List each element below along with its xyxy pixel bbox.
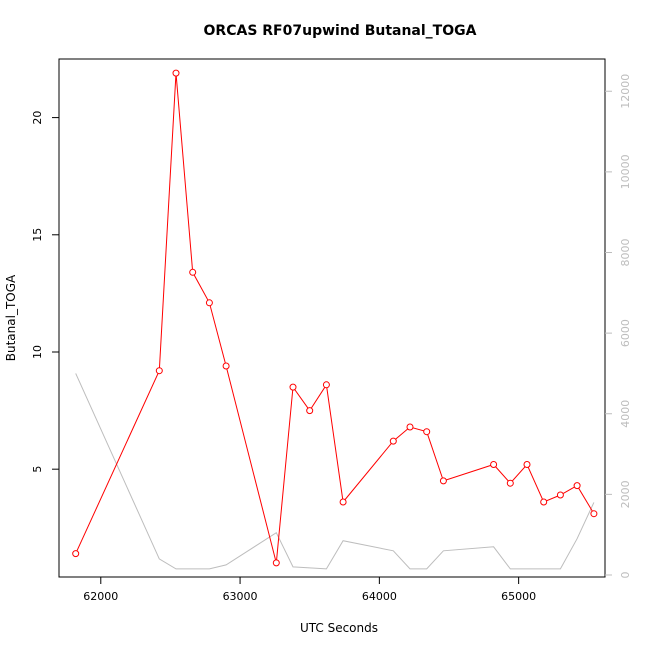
data-point [506, 479, 514, 487]
data-point [339, 498, 347, 506]
data-point [556, 491, 564, 499]
data-point [72, 550, 80, 558]
y-axis-ticks: 5 10 15 20 [31, 111, 59, 473]
y2-tick-label: 0 [619, 571, 632, 578]
x-axis-ticks: 62000 63000 64000 65000 [83, 577, 536, 603]
y2-axis-ticks: 0 2000 4000 6000 8000 10000 12000 [605, 74, 632, 578]
data-point [272, 559, 280, 567]
data-point [289, 383, 297, 391]
y2-tick-label: 4000 [619, 400, 632, 428]
y2-tick-label: 10000 [619, 154, 632, 189]
data-point [439, 477, 447, 485]
y2-tick-label: 2000 [619, 480, 632, 508]
data-point [222, 362, 230, 370]
y2-tick-label: 6000 [619, 319, 632, 347]
data-point [406, 423, 414, 431]
y2-tick-label: 8000 [619, 238, 632, 266]
y-axis-label: Butanal_TOGA [4, 274, 18, 361]
x-tick-label: 64000 [362, 590, 397, 603]
x-axis-label: UTC Seconds [300, 621, 378, 635]
x-tick-label: 62000 [83, 590, 118, 603]
plot-frame [58, 58, 606, 578]
data-point [590, 510, 598, 518]
data-point [523, 461, 531, 468]
data-point [155, 367, 163, 375]
data-point [205, 299, 213, 307]
chart-title: ORCAS RF07upwind Butanal_TOGA [204, 23, 477, 39]
x-tick-label: 63000 [223, 590, 258, 603]
red-series-line [75, 73, 595, 564]
data-point [490, 461, 498, 468]
y-tick-label: 10 [31, 345, 44, 359]
data-point [423, 428, 431, 436]
data-point [306, 407, 314, 415]
data-point [540, 498, 548, 506]
y2-tick-label: 12000 [619, 74, 632, 109]
y-tick-label: 20 [31, 111, 44, 125]
y-tick-label: 5 [31, 466, 44, 473]
x-tick-label: 65000 [501, 590, 536, 603]
data-point [389, 437, 397, 445]
series-layer [72, 69, 598, 570]
gray-series-line [75, 373, 595, 570]
data-point [322, 381, 330, 389]
data-point [189, 268, 197, 276]
data-point [172, 69, 180, 77]
y-tick-label: 15 [31, 228, 44, 242]
data-point [573, 482, 581, 490]
